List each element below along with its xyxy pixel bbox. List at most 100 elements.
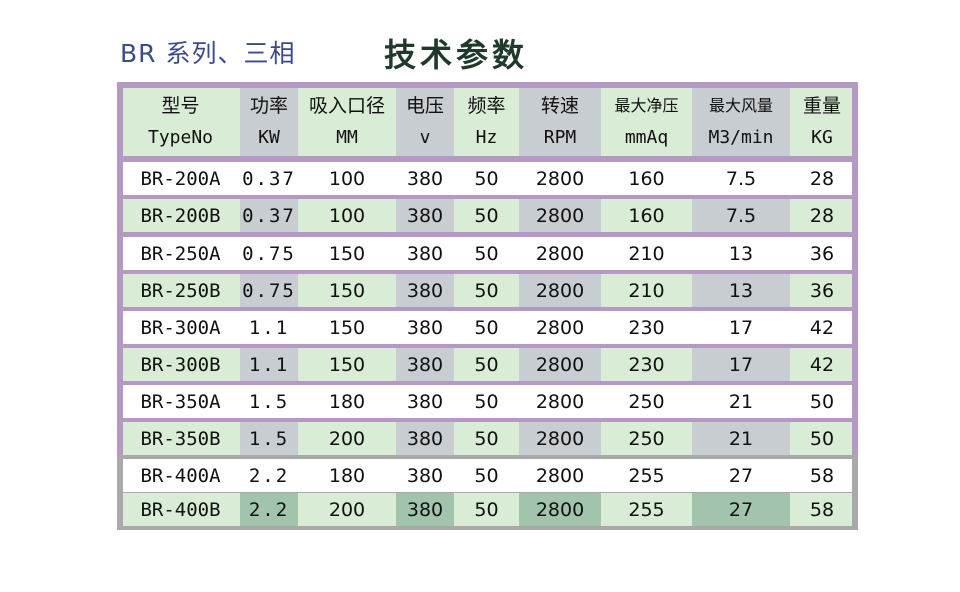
series-title: BR 系列、三相 [120,39,296,68]
table-row [123,311,852,344]
table-cell: BR-400A [140,464,221,487]
table-cell: 28 [809,167,835,190]
column-unit: TypeNo [147,127,214,148]
table-cell: BR-400B [140,498,221,521]
table-cell: 27 [692,493,790,526]
table-cell: 2800 [519,493,601,526]
table-cell: 21 [692,422,790,455]
table-cell: 17 [728,316,754,339]
table-cell: 150 [328,353,366,376]
column-unit: Hz [475,127,498,148]
table-cell: 50 [474,316,499,339]
table-cell: 50 [474,498,499,521]
table-cell: 1.1 [240,348,298,381]
table-cell: 2800 [535,464,585,487]
table-cell: 380 [396,493,454,526]
table-cell: 380 [406,316,444,339]
table-cell: 13 [728,242,754,265]
table-cell: 2800 [519,274,601,307]
column-header: 电压 v [396,88,454,156]
table-cell: 50 [474,464,499,487]
table-cell: 2800 [535,242,585,265]
table-cell: 50 [809,390,835,413]
table-cell: 250 [628,427,665,450]
table-cell: 27 [728,464,754,487]
table-cell: 0.75 [240,274,298,307]
table-cell: 50 [474,390,499,413]
column-header: 吸入口径 MM [300,88,394,156]
table-cell: 13 [692,274,790,307]
column-header: 转速 RPM [519,88,601,156]
table-cell: 2800 [535,316,585,339]
column-unit: KG [811,127,833,148]
table-cell: 50 [809,427,835,450]
table-cell: 7.5 [725,167,757,190]
column-unit: M3/min [708,127,774,148]
table-cell: 150 [328,242,366,265]
table-cell: 1.5 [248,390,290,413]
column-header: 最大风量 M3/min [692,88,790,156]
table-row [123,459,852,492]
table-cell: 42 [809,316,835,339]
table-cell: 380 [396,199,454,232]
column-name: 重量 [802,95,841,117]
table-cell: 150 [328,316,366,339]
table-cell: BR-300A [140,316,221,339]
column-name: 频率 [467,95,506,117]
table-cell: 230 [628,316,665,339]
column-header: 重量 KG [792,88,852,156]
table-cell: BR-250A [140,242,221,265]
table-cell: 200 [328,427,366,450]
table-cell: 0.75 [242,242,296,265]
table-cell: 50 [474,279,499,302]
table-cell: 58 [809,464,835,487]
column-name: 吸入口径 [308,95,385,117]
table-cell: 255 [628,498,665,521]
column-name: 最大风量 [708,96,773,115]
table-cell: 28 [809,204,835,227]
column-name: 电压 [405,95,444,117]
column-name: 转速 [540,95,579,117]
table-cell: 2.2 [248,464,290,487]
column-header: 频率 Hz [456,88,517,156]
table-cell: 2800 [535,390,585,413]
table-cell: 160 [628,204,665,227]
table-cell: 2800 [519,348,601,381]
page-title: 技术参数 [384,36,529,74]
table-cell: BR-350B [140,427,221,450]
table-cell: 200 [328,498,366,521]
table-cell: 380 [396,274,454,307]
table-cell: 1.1 [248,316,290,339]
table-cell: 380 [406,390,444,413]
table-cell: BR-250B [140,279,221,302]
table-cell: 250 [628,390,665,413]
column-name: 功率 [249,95,288,117]
table-cell: 42 [809,353,835,376]
table-row [123,162,852,195]
column-header: 最大净压 mmAq [603,88,690,156]
table-cell: 50 [474,353,499,376]
table-cell: BR-350A [140,390,221,413]
table-cell: 0.37 [240,199,298,232]
table-cell: 2800 [519,199,601,232]
table-cell: BR-200A [140,167,221,190]
table-cell: 380 [406,167,444,190]
table-cell: 50 [474,427,499,450]
column-header: 功率 KW [240,88,298,156]
table-cell: 7.5 [692,199,790,232]
table-cell: 210 [628,242,665,265]
table-cell: 17 [692,348,790,381]
table-row [123,237,852,270]
table-cell: 160 [628,167,665,190]
table-cell: 230 [628,353,665,376]
table-cell: 380 [396,348,454,381]
table-cell: 380 [406,464,444,487]
column-unit: MM [336,127,358,148]
table-cell: 50 [474,242,499,265]
column-unit: KW [258,127,280,148]
table-cell: 36 [809,279,835,302]
table-cell: 180 [328,464,366,487]
table-cell: BR-300B [140,353,221,376]
table-cell: 50 [474,167,499,190]
column-header: 型号 TypeNo [123,88,238,156]
